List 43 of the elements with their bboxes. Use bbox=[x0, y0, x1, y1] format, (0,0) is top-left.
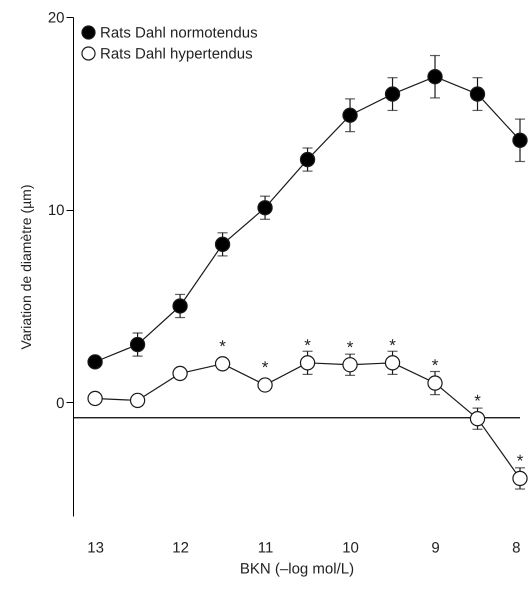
x-tick-label: 9 bbox=[431, 540, 440, 556]
point bbox=[87, 354, 103, 370]
x-tick-label: 11 bbox=[258, 540, 274, 556]
point bbox=[257, 200, 273, 216]
annotation: * bbox=[304, 336, 312, 355]
point bbox=[257, 377, 273, 393]
point bbox=[470, 86, 486, 102]
point bbox=[384, 86, 400, 102]
point bbox=[172, 298, 188, 314]
legend-label: Rats Dahl normotendus bbox=[100, 24, 258, 42]
point bbox=[87, 390, 103, 406]
point bbox=[172, 366, 188, 382]
point bbox=[512, 470, 528, 486]
point bbox=[384, 355, 400, 370]
point bbox=[470, 411, 486, 426]
point bbox=[300, 152, 316, 168]
annotation: * bbox=[432, 356, 439, 376]
point bbox=[214, 356, 230, 372]
point bbox=[427, 69, 443, 84]
annotation: * bbox=[219, 336, 226, 356]
point bbox=[342, 357, 358, 372]
legend-label: Rats Dahl hypertendus bbox=[100, 46, 253, 62]
point bbox=[300, 355, 316, 370]
point bbox=[130, 336, 146, 352]
point bbox=[342, 108, 358, 123]
point bbox=[214, 236, 230, 252]
x-tick-label: 10 bbox=[342, 540, 359, 556]
annotation: * bbox=[474, 392, 482, 411]
annotation: * bbox=[262, 358, 269, 377]
x-tick-label: 13 bbox=[87, 540, 104, 556]
annotation: * bbox=[389, 336, 396, 355]
y-tick-label: 20 bbox=[48, 10, 64, 26]
point bbox=[512, 132, 528, 148]
annotation: * bbox=[516, 451, 524, 470]
point bbox=[427, 375, 443, 391]
y-tick-label: 10 bbox=[48, 202, 64, 220]
x-tick-label: 12 bbox=[172, 540, 189, 556]
point bbox=[130, 392, 146, 408]
x-axis-title: BKN (–log mol/L) bbox=[240, 560, 354, 578]
y-axis-title: Variation de diamètre (µm) bbox=[18, 184, 34, 350]
x-tick-label: 8 bbox=[512, 540, 520, 556]
y-tick-label: 0 bbox=[56, 394, 64, 412]
annotation: * bbox=[346, 338, 354, 357]
